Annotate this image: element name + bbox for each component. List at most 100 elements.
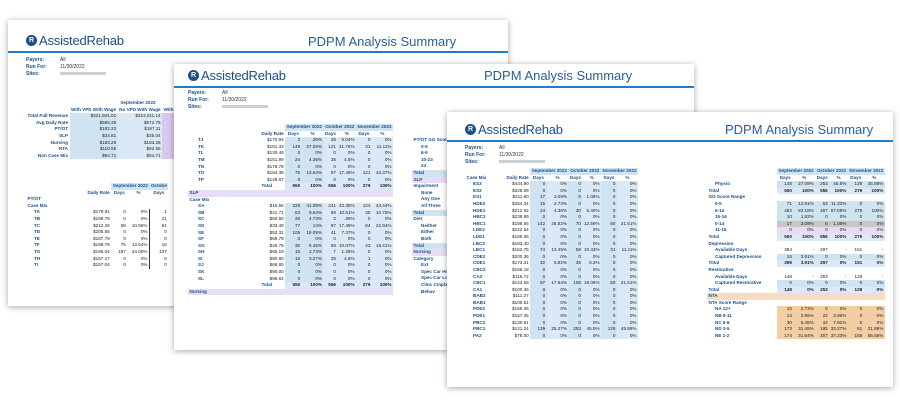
table-row: None [412,190,451,197]
cell-value: 0% [546,313,569,320]
cell-value: 13.45% [546,247,569,254]
cell-value: 0 [356,163,372,171]
column-header: Days [324,130,336,136]
cell-value: 253 [568,326,583,333]
cell-value: 0 [847,253,864,261]
logo: R AssistedRehab [465,122,563,137]
month-header: Octobe [149,183,169,190]
cell-value: 5.04% [337,137,357,144]
cell-value: 6.3% [582,260,602,267]
cell-value: 12.91% [793,200,816,208]
summary-label: Avg Daily Rate [36,119,68,125]
table-row: TH $187.17 0 0% 0 [26,255,169,263]
row-label: CBC2 [473,266,486,272]
cell-value: $80.80 [269,255,284,261]
cell-value: 7 [323,249,338,256]
row-label: Total [412,242,451,250]
table-header-row: September 2022 Octobe [26,183,169,190]
cell-value: 0% [582,233,602,241]
cell-value: 97 [530,280,547,287]
row-label: TN [198,163,205,169]
cell-value: 0% [863,253,885,261]
cell-value: 0% [140,255,148,261]
cell-value: 0 [323,163,338,171]
cell-value: 0% [546,332,569,340]
table-row: ES3 $434.90 0 0% 0 0% 0 0% [465,181,639,188]
column-header: % [625,174,630,180]
cell-value: 30 [285,242,302,250]
logo-mark-icon: R [465,124,476,135]
cell-value: 41.09% [301,203,324,210]
cell-value: 3.91% [793,253,816,261]
cell-value: 60 [601,220,617,228]
row-label: SD [198,222,205,228]
table-row: TK $181.33 149 27.09% 121 21.76% 31 11.11% [188,143,394,151]
cell-value: 13.64% [131,242,148,248]
cell-value: 0% [546,187,569,195]
blank-cell [707,175,777,182]
report-meta: Payers: All Run For: 11/30/2022 Sites: [188,90,268,111]
cell-value: 241 [323,203,338,210]
cell-value: 0 [530,253,547,261]
row-label: TL [198,150,204,156]
cell-value: 100% [793,233,816,241]
table-row: 0-5 71 12.91% 63 11.33% 0 0% [707,200,885,208]
cell-value: 0 [777,280,794,287]
cell-value: 17 [530,194,547,201]
table-row: TL $130.46 0 0% 0 0% 0 0% [188,150,394,157]
cell-value: 0 [356,236,372,243]
cell-value: 100% [863,187,885,195]
cell-value: 0% [863,214,885,221]
cell-value: 2.73% [793,306,816,314]
table-row: HBC1 $198.55 142 25.82% 70 12.59% 60 21.51% [465,220,639,228]
cell-value: 0 [323,236,338,243]
table-row: TG $196.04 187 34.00% 137 [26,248,169,256]
cell-value: 253 [820,273,828,279]
total-label: Total [261,282,273,288]
cell-value: 0 [356,275,372,283]
cell-value: 0% [863,260,885,267]
summary-value: $187.11 [117,126,163,133]
cell-value: $41.71 [269,209,284,215]
table-row: CBC2 $166.18 0 0% 0 0% 0 0% [465,266,639,274]
table-row: SLP [412,176,451,184]
cell-value: 0 [530,332,547,340]
row-label: Clinc Cmplx [421,282,448,288]
cell-value: 0% [793,280,816,287]
cell-value: 0 [847,313,864,320]
blank-cell [465,168,505,175]
cell-value: - [844,273,847,279]
cell-value: 0 [356,156,372,164]
section-row: PT/OT [26,196,168,203]
cell-value: 0 [568,286,583,294]
cell-value: 0 [356,216,372,223]
cell-value: 77 [285,222,302,230]
table-row: Ext [412,262,451,269]
cell-value: $90.00 [269,269,284,275]
table-row: PA2 $76.00 0 0% 0 0% 0 0% [465,332,639,340]
cell-value: 0% [546,266,569,274]
cell-value: 0 [601,227,617,234]
column-header: Daily Rate [261,130,284,136]
total-row: Total 550 100% 556 100% 279 100% [707,187,885,195]
row-label: SLP [412,176,451,184]
row-label: TA [34,209,40,215]
total-value: 100% [337,183,357,190]
cell-value: 0% [301,236,324,243]
cell-value: 100% [793,187,816,195]
cell-value: 0% [582,266,602,274]
summary-label: SLP [59,132,68,138]
row-label: Diet [413,216,423,222]
month-header: September 2022 [285,124,324,131]
row-label: TO [198,170,205,176]
cell-value: 70 [568,220,583,228]
row-label: Captured Depression [715,253,762,259]
cell-value: - [844,247,847,253]
cell-value: 0 [568,240,583,248]
cell-value: 279 [847,187,864,195]
slp-case-mix-table: September 2022 October 2022 November 2022 D… [188,124,394,296]
row-label: TG [34,248,41,254]
row-label: NC 6-8 [715,319,730,325]
total-row: Total 550 100% 556 100% 279 100% [188,183,394,190]
cell-value: 21 [148,215,169,223]
